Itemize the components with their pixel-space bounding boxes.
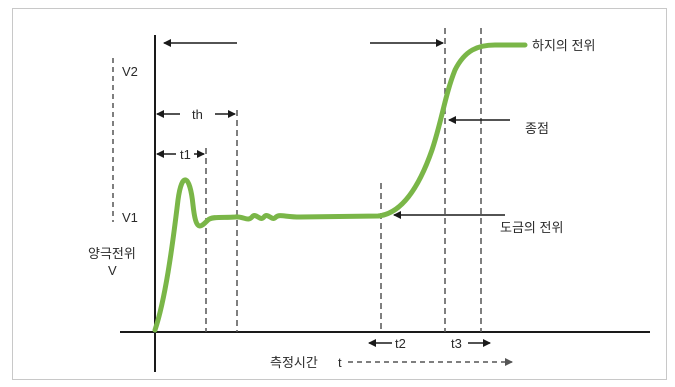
potential-curve: [152, 42, 528, 333]
v-symbol-label: V: [108, 263, 117, 278]
t-symbol-label: t: [338, 355, 342, 370]
measure-time-label: 측정시간: [270, 355, 318, 370]
plating-potential-label: 도금의 전위: [500, 220, 563, 235]
v1-label: V1: [122, 210, 138, 225]
t3-label: t3: [451, 336, 462, 351]
anode-potential-label: 양극전위: [88, 246, 136, 261]
figure-border: [12, 8, 667, 380]
th-label: th: [192, 107, 203, 122]
t1-label: t1: [180, 147, 191, 162]
v2-label: V2: [122, 64, 138, 79]
t2-label: t2: [395, 336, 406, 351]
end-point-label: 종점: [525, 121, 549, 136]
substrate-potential-label: 하지의 전위: [532, 38, 595, 53]
